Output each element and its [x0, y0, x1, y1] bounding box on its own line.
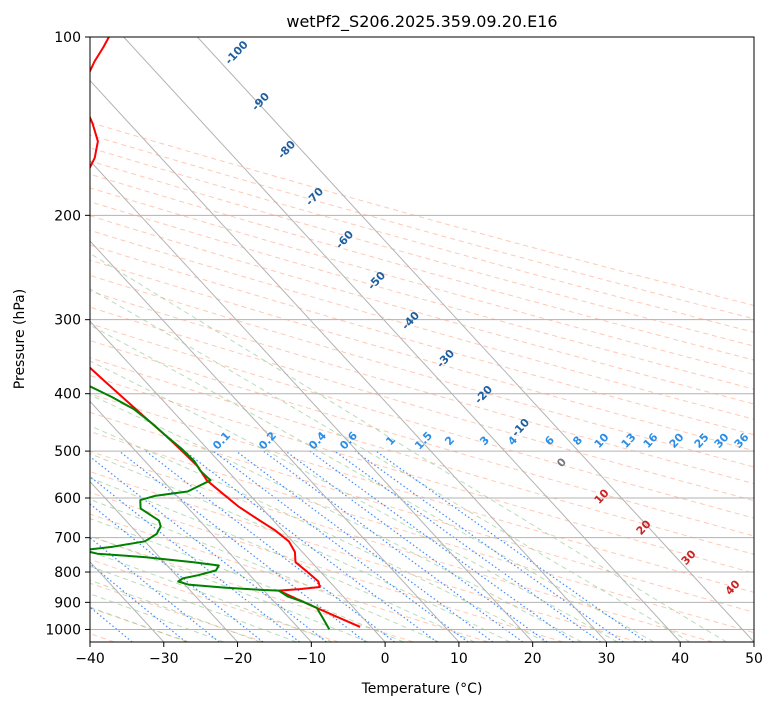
y-tick-label: 500 — [54, 444, 81, 460]
dry-adiabat-line — [90, 134, 754, 320]
x-tick-label: 50 — [745, 651, 763, 667]
dry-adiabat-line — [90, 187, 754, 376]
dry-adiabat-line — [90, 340, 754, 537]
x-tick-label: −10 — [297, 651, 327, 667]
dry-adiabat-line — [90, 323, 754, 519]
isotherm-line — [197, 37, 754, 642]
moist-adiabat-line — [90, 477, 475, 642]
dry-adiabat-line — [90, 393, 754, 593]
y-tick-label: 1000 — [45, 622, 81, 638]
moist-adiabat-line — [90, 565, 297, 642]
x-tick-label: 40 — [671, 651, 689, 667]
x-tick-label: 20 — [524, 651, 542, 667]
moist-adiabat-line — [90, 453, 511, 642]
x-tick-label: −20 — [223, 651, 253, 667]
isotherm-line — [90, 400, 312, 642]
moist-adiabat-line — [90, 324, 654, 642]
dry-adiabat-line — [90, 215, 754, 405]
mixing-ratio-line — [118, 450, 367, 642]
dry-adiabat-line — [90, 450, 713, 642]
mixing-ratio-line — [263, 450, 524, 642]
mixing-ratio-lines — [90, 450, 647, 642]
isotherm-line — [123, 37, 681, 642]
dry-adiabat-line — [90, 229, 754, 420]
dry-adiabat-line — [90, 491, 564, 642]
isotherm-line — [90, 320, 386, 642]
moist-adiabat-line — [90, 550, 333, 642]
mixing-ratio-line — [90, 563, 187, 642]
moist-adiabat-line — [90, 425, 546, 642]
x-tick-label: −40 — [75, 651, 105, 667]
mixing-ratio-line — [285, 450, 548, 642]
dewpoint-profile-line — [90, 385, 331, 630]
x-tick-label: 30 — [598, 651, 616, 667]
dry-adiabat-line — [90, 147, 754, 333]
y-tick-label: 800 — [54, 565, 81, 581]
mixing-ratio-line — [145, 450, 395, 642]
x-tick-label: −30 — [149, 651, 179, 667]
dry-adiabat-line — [90, 173, 754, 361]
mixing-ratio-line — [184, 450, 438, 642]
y-tick-label: 600 — [54, 491, 81, 507]
dry-adiabat-line — [90, 471, 638, 642]
isotherm-line — [90, 79, 607, 642]
mixing-ratio-line — [334, 450, 601, 642]
isotherm-line — [90, 160, 534, 642]
dry-adiabat-line — [90, 558, 339, 642]
dry-adiabat-line — [90, 259, 754, 452]
y-axis-ticks: 100 200 300 400 500 600 700 800 900 1000 — [45, 30, 90, 638]
mixing-ratio-line — [354, 450, 624, 642]
mixing-ratio-line — [90, 606, 133, 642]
dry-adiabat-line — [90, 411, 754, 613]
x-axis-ticks: −40 −30 −20 −10 0 10 20 30 40 50 — [75, 642, 763, 667]
plot-frame — [89, 36, 755, 643]
y-tick-label: 300 — [54, 313, 81, 329]
y-tick-label: 700 — [54, 531, 81, 547]
dry-adiabat-line — [90, 535, 414, 642]
y-axis-title: Pressure (hPa) — [12, 289, 28, 389]
chart-title: wetPf2_S206.2025.359.09.20.E16 — [286, 12, 557, 32]
x-tick-label: 0 — [381, 651, 390, 667]
y-tick-label: 100 — [54, 30, 81, 46]
profile-series — [90, 37, 361, 630]
moist-adiabat-line — [90, 517, 404, 642]
y-tick-label: 400 — [54, 387, 81, 403]
isotherm-line — [90, 240, 460, 642]
mixing-ratio-line — [90, 537, 220, 642]
y-tick-label: 200 — [54, 208, 81, 224]
moist-adiabat-line — [90, 288, 691, 642]
dry-adiabat-line — [90, 430, 754, 634]
isotherms — [90, 37, 754, 642]
dry-adiabats — [90, 121, 754, 642]
x-axis-title: Temperature (°C) — [361, 681, 483, 697]
temperature-profile-line — [90, 37, 361, 628]
y-tick-label: 900 — [54, 595, 81, 611]
x-tick-label: 10 — [450, 651, 468, 667]
mixing-ratio-line — [309, 450, 574, 642]
moist-adiabat-line — [90, 252, 727, 642]
